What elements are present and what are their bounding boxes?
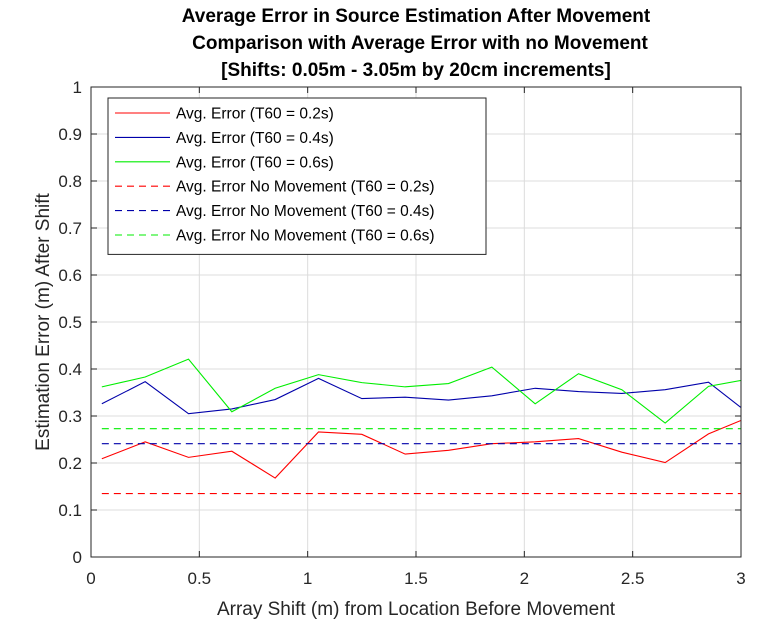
x-tick-label: 2 [520,569,529,588]
x-tick-label: 2.5 [621,569,645,588]
legend: Avg. Error (T60 = 0.2s) Avg. Error (T60 =… [107,97,487,255]
y-tick-label: 1 [73,78,82,97]
y-tick-label: 0.1 [58,501,82,520]
y-tick-label: 0.2 [58,454,82,473]
y-tick-label: 0.3 [58,407,82,426]
legend-entry-4: Avg. Error No Movement (T60 = 0.2s) [176,179,435,196]
series-line-3 [101,358,741,424]
y-axis-label: Estimation Error (m) After Shift [33,192,54,450]
legend-entry-2: Avg. Error (T60 = 0.4s) [176,130,334,147]
chart-title-line-1: Average Error in Source Estimation After… [182,6,651,27]
series-layer [101,358,741,495]
y-tick-label: 0.5 [58,313,82,332]
y-tick-label: 0.9 [58,125,82,144]
x-tick-label: 0 [86,569,95,588]
x-tick-label: 1 [303,569,312,588]
y-tick-label: 0.8 [58,172,82,191]
y-tick-label: 0.4 [58,360,82,379]
y-tick-label: 0.7 [58,219,82,238]
legend-entry-6: Avg. Error No Movement (T60 = 0.6s) [176,228,435,245]
series-line-2 [101,377,741,415]
series-line-1 [101,419,741,479]
x-tick-label: 1.5 [404,569,428,588]
x-tick-label: 0.5 [188,569,212,588]
x-tick-label: 3 [736,569,745,588]
y-tick-label: 0 [73,548,82,567]
legend-entry-5: Avg. Error No Movement (T60 = 0.4s) [176,203,435,220]
legend-box [107,97,487,255]
chart-title-line-2: Comparison with Average Error with no Mo… [192,33,648,54]
x-axis-label: Array Shift (m) from Location Before Mov… [217,599,616,620]
legend-entry-3: Avg. Error (T60 = 0.6s) [176,154,334,171]
x-axis-ticks: 0 0.5 1 1.5 2 2.5 3 [86,87,746,588]
y-tick-label: 0.6 [58,266,82,285]
legend-entry-1: Avg. Error (T60 = 0.2s) [176,106,334,123]
y-axis-ticks: 0 0.1 0.2 0.3 0.4 0.5 0.6 0.7 0.8 0.9 1 [58,78,741,567]
chart-title-line-3: [Shifts: 0.05m - 3.05m by 20cm increment… [221,60,611,81]
